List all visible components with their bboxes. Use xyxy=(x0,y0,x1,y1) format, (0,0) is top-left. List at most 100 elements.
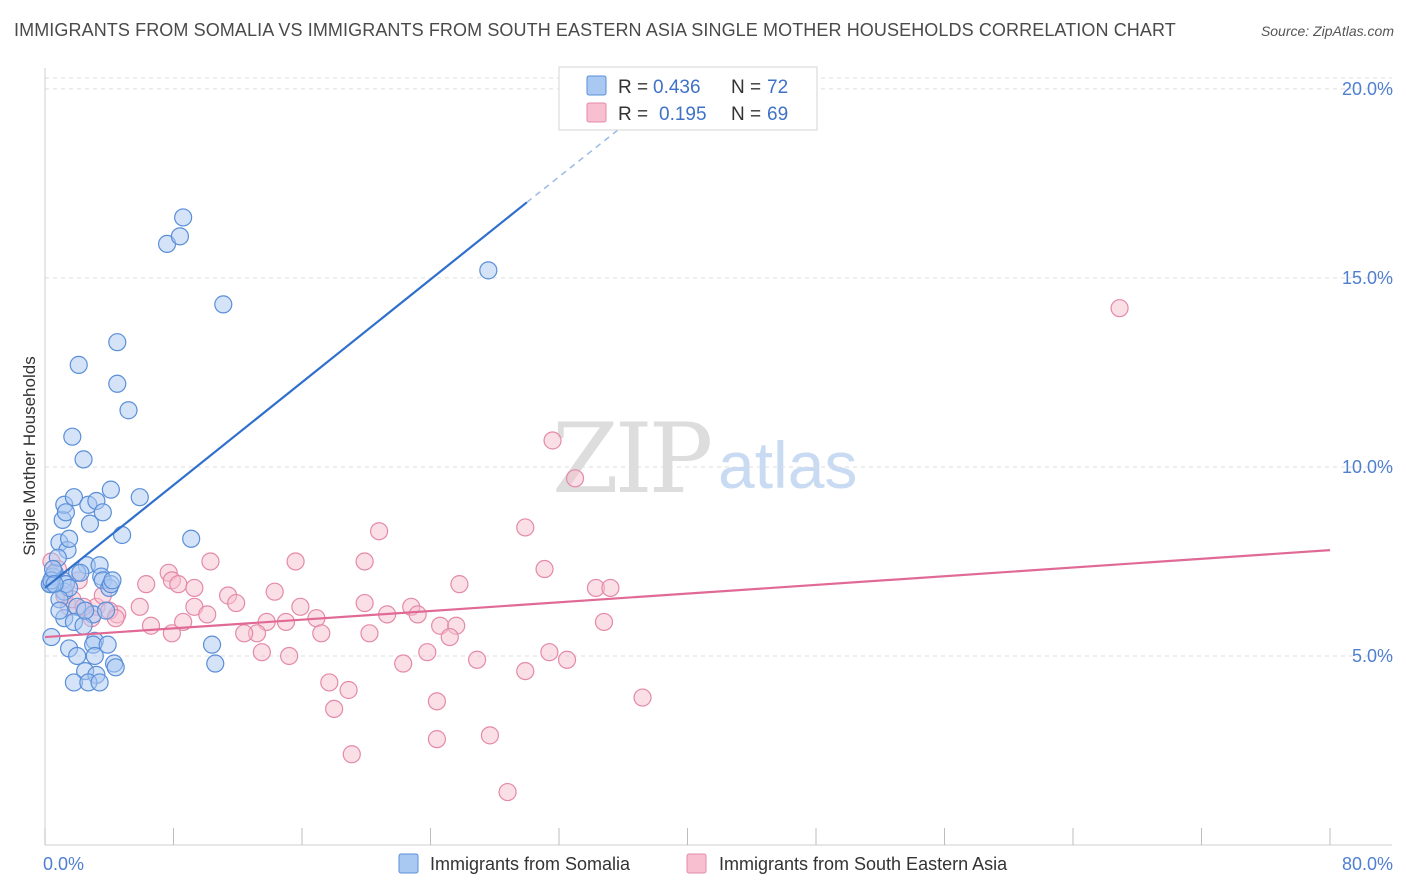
somalia-point-6 xyxy=(108,374,127,393)
y-tick-label-0: 5.0% xyxy=(1352,646,1393,666)
sea-point-62 xyxy=(516,661,535,681)
somalia-point-60 xyxy=(85,646,104,666)
bottom-legend-label-somalia: Immigrants from Somalia xyxy=(430,854,631,874)
sea-point-63 xyxy=(320,673,339,692)
bottom-legend-swatch-south-eastern-asia xyxy=(686,853,707,874)
legend-n-label-somalia: N = xyxy=(731,77,761,98)
sea-point-52 xyxy=(141,616,161,635)
somalia-point-57 xyxy=(98,635,117,654)
somalia-point-70 xyxy=(50,601,69,620)
x-tick-labels: 0.0% 80.0% xyxy=(43,854,1393,874)
sea-point-13 xyxy=(185,578,204,598)
sea-point-5 xyxy=(286,552,305,571)
sea-point-23 xyxy=(355,593,374,613)
sea-point-67 xyxy=(325,699,344,719)
somalia-point-0 xyxy=(174,208,193,227)
somalia-point-71 xyxy=(76,601,95,620)
sea-point-50 xyxy=(360,624,379,643)
somalia-point-10 xyxy=(74,450,93,469)
somalia-point-19 xyxy=(93,503,112,522)
sea-point-15 xyxy=(450,575,469,594)
sea-point-29 xyxy=(174,612,193,632)
sea-point-2 xyxy=(565,469,585,488)
somalia-point-9 xyxy=(63,427,82,446)
sea-point-12 xyxy=(137,575,156,594)
y-tick-labels: 5.0% 10.0% 15.0% 20.0% xyxy=(1342,79,1393,666)
sea-point-8 xyxy=(535,559,554,579)
sea-point-59 xyxy=(557,650,577,669)
sea-point-43 xyxy=(594,612,614,632)
sea-point-1 xyxy=(543,431,562,450)
y-axis-title: Single Mother Households xyxy=(20,356,39,555)
somalia-point-67 xyxy=(90,673,109,692)
sea-point-57 xyxy=(280,646,299,666)
watermark-zip: ZIP xyxy=(552,403,711,515)
sea-point-14 xyxy=(265,582,284,601)
trendline-south-eastern-asia xyxy=(44,549,1331,639)
somalia-point-23 xyxy=(59,529,79,548)
sea-point-69 xyxy=(480,726,500,745)
sea-point-68 xyxy=(427,730,447,749)
sea-point-22 xyxy=(291,597,310,616)
sea-point-17 xyxy=(601,578,620,598)
sea-point-70 xyxy=(342,745,361,764)
trendline-somalia xyxy=(44,201,528,589)
sea-point-25 xyxy=(408,605,427,624)
series-legend: Immigrants from Somalia Immigrants from … xyxy=(398,853,1008,874)
somalia-point-53 xyxy=(74,616,93,635)
somalia-point-5 xyxy=(69,355,88,374)
somalia-point-68 xyxy=(202,635,222,654)
somalia-point-30 xyxy=(71,563,90,582)
sea-point-64 xyxy=(339,680,358,700)
somalia-point-20 xyxy=(56,503,75,522)
sea-point-54 xyxy=(440,627,459,647)
sea-point-3 xyxy=(516,518,535,537)
somalia-point-50 xyxy=(96,601,116,620)
sea-point-4 xyxy=(370,522,389,541)
somalia-point-59 xyxy=(68,646,87,666)
sea-point-7 xyxy=(201,552,220,571)
legend-swatch-south-eastern-asia xyxy=(586,102,607,123)
sea-point-51 xyxy=(235,624,254,643)
y-tick-label-2: 15.0% xyxy=(1342,268,1393,288)
somalia-point-69 xyxy=(206,654,225,673)
y-tick-label-3: 20.0% xyxy=(1342,79,1393,99)
somalia-point-3 xyxy=(214,295,233,314)
sea-point-21 xyxy=(130,597,149,616)
somalia-point-16 xyxy=(101,480,120,499)
sea-point-55 xyxy=(418,643,437,662)
series-south-eastern-asia xyxy=(42,299,1129,802)
somalia-point-7 xyxy=(119,401,138,420)
somalia-point-62 xyxy=(106,658,125,677)
somalia-point-17 xyxy=(130,488,149,507)
bottom-legend-label-south-eastern-asia: Immigrants from South Eastern Asia xyxy=(719,854,1008,874)
source-credit: Source: ZipAtlas.com xyxy=(1260,23,1394,39)
legend-r-value-somalia: 0.436 xyxy=(653,77,701,98)
sea-point-56 xyxy=(252,643,271,662)
sea-point-58 xyxy=(540,643,559,662)
sea-point-49 xyxy=(312,624,331,643)
x-tick-label-0: 0.0% xyxy=(43,854,84,874)
watermark: ZIP atlas xyxy=(552,403,857,515)
watermark-atlas: atlas xyxy=(718,428,857,502)
somalia-point-8 xyxy=(479,261,498,280)
bottom-legend-swatch-somalia xyxy=(398,853,419,874)
sea-point-11 xyxy=(169,575,188,594)
somalia-point-34 xyxy=(103,571,122,590)
somalia-point-24 xyxy=(112,525,132,545)
gridlines xyxy=(45,77,1392,657)
sea-point-61 xyxy=(394,654,413,673)
somalia-point-18 xyxy=(80,514,100,533)
trendlines xyxy=(44,99,1331,639)
sea-point-66 xyxy=(633,688,652,707)
sea-point-0 xyxy=(1110,299,1129,318)
legend-swatch-somalia xyxy=(586,75,607,96)
somalia-point-25 xyxy=(182,529,201,548)
x-tick-label-1: 80.0% xyxy=(1342,854,1393,874)
sea-point-65 xyxy=(427,692,447,711)
sea-point-19 xyxy=(227,593,246,613)
legend-n-value-south-eastern-asia: 69 xyxy=(767,104,788,125)
somalia-point-13 xyxy=(64,488,84,507)
sea-point-28 xyxy=(198,605,217,624)
